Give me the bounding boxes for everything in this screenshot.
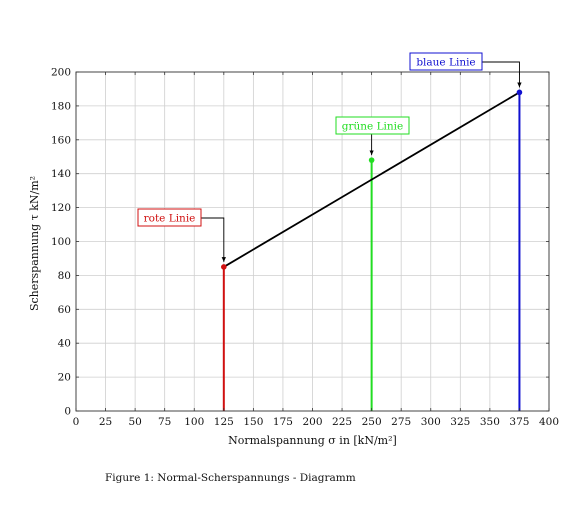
x-tick-label: 75	[158, 416, 171, 428]
annotation-box: blaue Linie	[409, 52, 522, 88]
x-tick-label: 250	[362, 416, 382, 428]
x-tick-label: 0	[73, 416, 80, 428]
y-tick-label: 60	[58, 304, 71, 316]
tick-layer: 0 25 50 75 100 125 150 175 200 225 250 275 300 325 350…	[51, 67, 559, 429]
leader-arrow	[201, 217, 226, 262]
annotation-frame	[335, 116, 410, 135]
x-tick-label: 125	[214, 416, 234, 428]
data-point	[221, 264, 227, 270]
x-tick-label: 225	[332, 416, 352, 428]
annotation-label: grüne Linie	[342, 120, 403, 132]
y-tick-label: 40	[58, 338, 71, 350]
failure-line	[223, 91, 520, 268]
annotation-layer: rote Linie grüne Linie blaue Linie	[137, 52, 522, 262]
x-tick-label: 350	[480, 416, 500, 428]
y-tick-label: 80	[58, 270, 71, 282]
data-point	[368, 157, 375, 163]
annotation-label: blaue Linie	[416, 56, 475, 68]
x-tick-label: 200	[302, 416, 322, 428]
y-tick-label: 100	[51, 236, 71, 248]
x-tick-label: 175	[273, 416, 293, 428]
y-tick-label: 20	[58, 372, 71, 384]
y-axis-title: Scherspannung τ kN/m²	[28, 176, 41, 311]
x-tick-label: 325	[450, 416, 470, 428]
annotation-box: grüne Linie	[335, 116, 410, 156]
x-tick-label: 25	[99, 416, 112, 428]
y-tick-label: 140	[51, 168, 71, 180]
y-tick-label: 0	[64, 406, 71, 418]
chart: 0 25 50 75 100 125 150 175 200 225 250 275 300 325 350…	[28, 52, 559, 447]
y-tick-label: 180	[51, 100, 71, 112]
y-tick-label: 160	[51, 134, 71, 146]
figure-caption: Figure 1: Normal-Scherspannungs - Diagra…	[105, 472, 356, 484]
annotation-box: rote Linie	[137, 208, 226, 262]
data-point	[516, 89, 523, 96]
annotation-frame	[409, 52, 483, 71]
x-tick-label: 275	[391, 416, 411, 428]
y-tick-label: 200	[51, 67, 71, 79]
y-tick-label: 120	[51, 202, 71, 214]
annotation-label: rote Linie	[144, 212, 196, 224]
leader-arrow	[482, 61, 522, 88]
x-axis-title: Normalspannung σ in [kN/m²]	[228, 434, 397, 447]
x-tick-label: 50	[128, 416, 141, 428]
series-layer	[221, 89, 523, 411]
grid	[75, 71, 550, 412]
x-tick-label: 100	[184, 416, 204, 428]
x-tick-label: 375	[509, 416, 529, 428]
annotation-frame	[137, 208, 202, 227]
x-tick-label: 300	[421, 416, 441, 428]
x-tick-label: 400	[539, 416, 559, 428]
x-tick-label: 150	[243, 416, 263, 428]
